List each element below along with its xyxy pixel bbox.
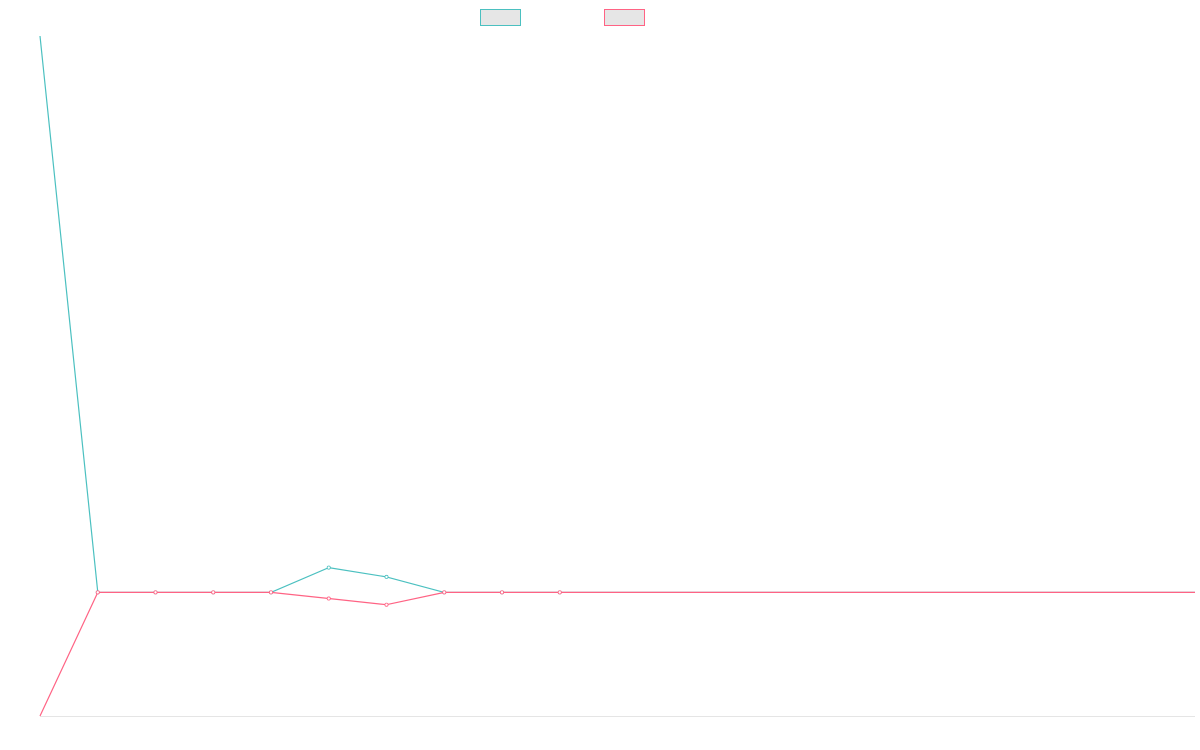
series-2-line (39, 591, 1195, 717)
series-1-point[interactable] (326, 565, 331, 570)
series-2-point[interactable] (384, 602, 389, 607)
legend-swatch-series-2 (604, 9, 645, 26)
series-2-point[interactable] (326, 596, 331, 601)
series-2-point[interactable] (499, 590, 504, 595)
series-2-point[interactable] (153, 590, 158, 595)
series-2-point[interactable] (268, 590, 273, 595)
chart-legend (0, 9, 1200, 27)
series-1-line (39, 35, 1195, 594)
legend-swatch-series-1 (480, 9, 521, 26)
series-2-point[interactable] (211, 590, 216, 595)
series-2-point[interactable] (557, 590, 562, 595)
series-2-point[interactable] (95, 590, 100, 595)
series-1-point[interactable] (384, 574, 389, 579)
series-2-point[interactable] (442, 590, 447, 595)
